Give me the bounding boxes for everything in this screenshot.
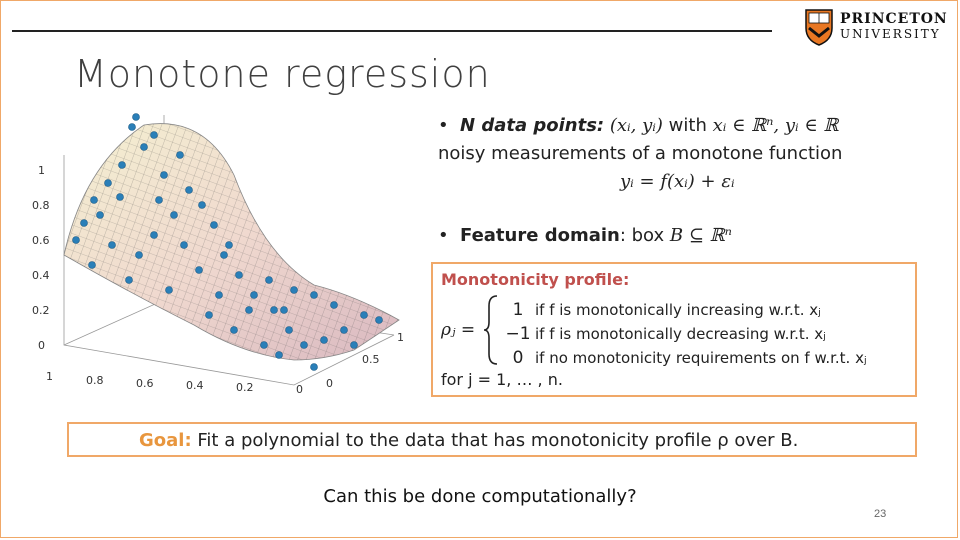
z-tick: 0.8 <box>32 199 50 212</box>
x-tick: 0 <box>296 383 303 396</box>
question-text: Can this be done computationally? <box>323 486 637 507</box>
case-row: −1 if f is monotonically decreasing w.r.… <box>501 322 913 346</box>
case-text: if f is monotonically increasing w.r.t. … <box>535 301 821 319</box>
z-tick: 0.2 <box>32 304 50 317</box>
x-tick: 0.2 <box>236 381 254 394</box>
box-word: : box <box>619 225 665 246</box>
y-tick: 1 <box>397 331 404 344</box>
z-tick: 1 <box>38 164 45 177</box>
x-tick: 0.6 <box>136 377 154 390</box>
surface-plot: 0 0.2 0.4 0.6 0.8 1 1 0.8 0.6 0.4 0.2 0 … <box>32 113 404 396</box>
domain-math: xᵢ ∈ ℝⁿ, yᵢ ∈ ℝ <box>712 115 839 136</box>
profile-footer: for j = 1, … , n. <box>441 370 563 389</box>
title-rule <box>12 30 772 32</box>
box-math: B ⊆ ℝⁿ <box>669 225 732 246</box>
goal-line: Goal: Fit a polynomial to the data that … <box>139 430 798 451</box>
monotonicity-profile-box: Monotonicity profile: ρⱼ = 1 if f is mon… <box>431 262 917 397</box>
bullet-list: N data points: (xᵢ, yᵢ) with xᵢ ∈ ℝⁿ, yᵢ… <box>438 112 938 250</box>
data-points <box>72 113 383 371</box>
case-text: if no monotonicity requirements on f w.r… <box>535 349 867 367</box>
z-tick: 0.4 <box>32 269 50 282</box>
x-tick: 1 <box>46 370 53 383</box>
case-row: 1 if f is monotonically increasing w.r.t… <box>501 298 913 322</box>
page-number: 23 <box>874 508 887 520</box>
bullet-feature-domain: Feature domain: box B ⊆ ℝⁿ <box>438 222 938 250</box>
slide-title: Monotone regression <box>74 52 491 96</box>
rho-label: ρⱼ = <box>441 320 476 340</box>
goal-label: Goal: <box>139 430 192 451</box>
brace-icon <box>483 295 498 365</box>
z-tick: 0 <box>38 339 45 352</box>
princeton-logo: PRINCETON UNIVERSITY <box>804 6 954 48</box>
case-value: 1 <box>512 300 524 320</box>
y-tick: 0.5 <box>362 353 380 366</box>
case-text: if f is monotonically decreasing w.r.t. … <box>535 325 826 343</box>
x-tick: 0.4 <box>186 379 204 392</box>
goal-text: Fit a polynomial to the data that has mo… <box>197 430 799 451</box>
z-tick: 0.6 <box>32 234 50 247</box>
pair-math: (xᵢ, yᵢ) <box>609 115 663 136</box>
feature-domain-label: Feature domain <box>460 225 620 246</box>
bullet-data-points: N data points: (xᵢ, yᵢ) with xᵢ ∈ ℝⁿ, yᵢ… <box>438 112 938 140</box>
model-equation: yᵢ = f(xᵢ) + εᵢ <box>620 171 735 192</box>
x-tick: 0.8 <box>86 374 104 387</box>
case-value: 0 <box>512 348 524 368</box>
data-points-label: N data points: <box>460 115 605 136</box>
with-word: with <box>668 115 707 136</box>
case-row: 0 if no monotonicity requirements on f w… <box>501 346 913 370</box>
shield-icon <box>805 9 833 46</box>
goal-box: Goal: Fit a polynomial to the data that … <box>67 422 917 457</box>
logo-line2: UNIVERSITY <box>840 27 941 41</box>
logo-line1: PRINCETON <box>840 11 948 27</box>
noisy-line: noisy measurements of a monotone functio… <box>438 143 843 164</box>
y-tick: 0 <box>326 377 333 390</box>
profile-title: Monotonicity profile: <box>441 270 630 289</box>
case-value: −1 <box>505 324 531 344</box>
profile-cases: 1 if f is monotonically increasing w.r.t… <box>501 298 913 370</box>
